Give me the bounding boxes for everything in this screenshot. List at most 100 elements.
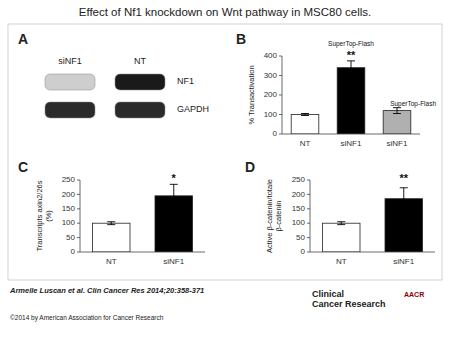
significance-mark: ** — [399, 172, 408, 184]
error-bar-cap — [400, 187, 408, 188]
row-label: GAPDH — [177, 104, 209, 114]
error-bar — [170, 184, 178, 207]
panel-label: B — [236, 31, 246, 47]
y-tick-label: 300 — [264, 71, 278, 80]
y-tick — [307, 252, 310, 253]
band — [115, 102, 165, 118]
bar-panel: 0100200300400NTsiNF1siNF1% Transactivati… — [236, 31, 436, 148]
y-axis-line — [282, 56, 283, 134]
error-bar-cap — [347, 60, 355, 61]
error-bar-cap — [400, 209, 408, 210]
y-tick — [279, 134, 282, 135]
y-tick-label: 150 — [62, 204, 76, 213]
plot-area — [93, 184, 193, 252]
error-bar-cap — [393, 107, 401, 108]
x-axis-line — [282, 134, 420, 135]
figure: Effect of Nf1 knockdown on Wnt pathway i… — [0, 0, 450, 338]
error-bar-cap — [170, 207, 178, 208]
y-tick-label: 150 — [292, 204, 306, 213]
column-label: NT — [134, 56, 146, 66]
y-tick — [307, 223, 310, 224]
y-tick-label: 100 — [292, 218, 306, 227]
error-bar — [337, 222, 345, 225]
error-bar-stem — [397, 108, 398, 114]
x-tick-label: siNF1 — [387, 139, 408, 148]
citation: Armelle Luscan et al. Clin Cancer Res 20… — [9, 286, 204, 295]
y-tick — [307, 237, 310, 238]
y-tick-label: 0 — [273, 129, 278, 138]
y-tick — [77, 252, 80, 253]
y-tick-label: 50 — [296, 233, 305, 242]
x-axis-line — [80, 252, 205, 253]
panel-label: C — [18, 159, 28, 175]
error-bar-cap — [337, 224, 345, 225]
y-axis-label: Active β-catenin/totale — [265, 179, 274, 253]
y-tick-label: 400 — [264, 51, 278, 60]
error-bar — [107, 222, 115, 225]
y-tick-label: 100 — [62, 218, 76, 227]
y-tick-label: 0 — [301, 247, 306, 256]
journal-brand: Clinical — [312, 289, 344, 299]
error-bar-stem — [173, 184, 174, 207]
y-tick — [279, 75, 282, 76]
panel-label: D — [245, 159, 255, 175]
y-tick — [279, 114, 282, 115]
error-bar-cap — [107, 221, 115, 222]
y-tick — [77, 180, 80, 181]
band — [45, 74, 95, 90]
y-tick — [279, 95, 282, 96]
x-tick-label: siNF1 — [163, 257, 184, 266]
journal-brand: Cancer Research — [312, 299, 386, 309]
y-tick — [77, 194, 80, 195]
row-label: NF1 — [177, 76, 194, 86]
y-tick — [77, 237, 80, 238]
error-bar-cap — [301, 113, 309, 114]
copyright: ©2014 by American Association for Cancer… — [10, 314, 164, 322]
error-bar — [400, 188, 408, 210]
y-axis-label: β-catenin — [274, 201, 283, 232]
error-bar-stem — [403, 188, 404, 210]
bar — [383, 111, 411, 134]
y-tick-label: 50 — [66, 233, 75, 242]
society-brand: AACR — [404, 291, 424, 298]
plot-area — [291, 61, 411, 134]
footer: Armelle Luscan et al. Clin Cancer Res 20… — [9, 286, 424, 322]
plot-area — [323, 188, 423, 252]
x-tick-label: siNF1 — [341, 139, 362, 148]
error-bar-cap — [393, 113, 401, 114]
panel-label: A — [18, 31, 28, 47]
error-bar-cap — [337, 221, 345, 222]
error-bar-stem — [351, 61, 352, 75]
bar — [291, 115, 319, 135]
bar — [323, 223, 361, 252]
y-tick-label: 100 — [264, 110, 278, 119]
x-tick-label: siNF1 — [393, 257, 414, 266]
y-tick-label: 200 — [62, 190, 76, 199]
y-tick-label: 250 — [62, 175, 76, 184]
outer-frame — [8, 24, 442, 280]
x-axis-line — [310, 252, 435, 253]
y-axis-label: Transcripts axin2/26s — [35, 180, 44, 251]
bar — [93, 223, 131, 252]
y-tick — [307, 208, 310, 209]
x-tick-label: NT — [300, 139, 311, 148]
bar — [337, 68, 365, 134]
error-bar — [301, 114, 309, 116]
y-axis-label: (%) — [44, 210, 53, 222]
error-bar-cap — [107, 224, 115, 225]
y-tick-label: 0 — [71, 247, 76, 256]
band — [115, 74, 165, 90]
x-tick-label: NT — [336, 257, 347, 266]
y-tick — [77, 208, 80, 209]
bar-panel: 050100150200250NTsiNF1Active β-catenin/t… — [245, 159, 435, 266]
y-axis-line — [80, 180, 81, 252]
annotation: SuperTop-Flash — [390, 100, 436, 108]
y-tick — [77, 223, 80, 224]
x-tick-label: NT — [106, 257, 117, 266]
error-bar — [347, 61, 355, 75]
band — [45, 102, 95, 118]
column-label: siNF1 — [58, 56, 82, 66]
y-axis-label: % Transactivation — [247, 65, 256, 124]
y-tick — [279, 56, 282, 57]
bar-panel: 0 50 100 150 200 250 NT siNF1 Transcripts axin2/… — [18, 159, 205, 266]
